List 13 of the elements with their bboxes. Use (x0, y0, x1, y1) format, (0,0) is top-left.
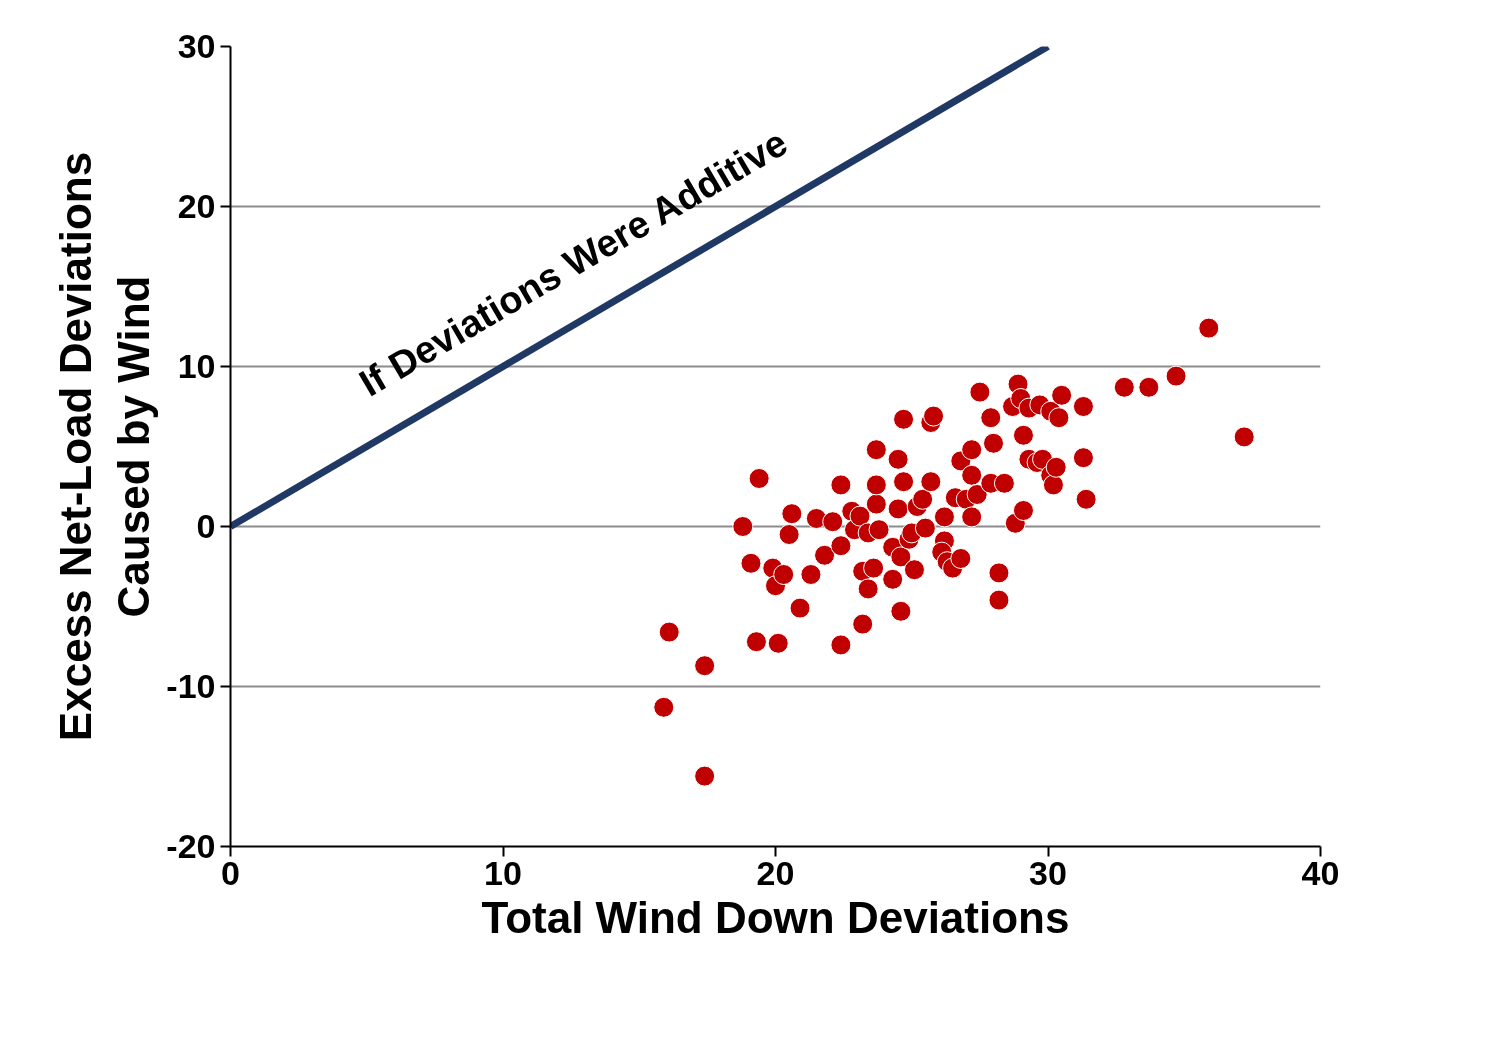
y-tick-label: 30 (177, 27, 216, 65)
x-tick-label: 40 (1301, 853, 1340, 892)
x-tick-label: 30 (1029, 853, 1067, 892)
y-tick-label: 0 (196, 507, 216, 545)
x-tick-label: 20 (756, 853, 795, 892)
x-tick-label: 0 (221, 853, 240, 892)
y-tick-label: 20 (177, 187, 216, 225)
x-axis-title: Total Wind Down Deviations (481, 892, 1070, 942)
y-tick-label: 10 (177, 347, 216, 385)
y-tick-label: -20 (166, 827, 216, 865)
x-tick-label: 10 (484, 853, 522, 892)
y-axis-title: Excess Net-Load Deviations Caused by Wind (50, 151, 159, 742)
y-tick-label: -10 (166, 667, 216, 705)
